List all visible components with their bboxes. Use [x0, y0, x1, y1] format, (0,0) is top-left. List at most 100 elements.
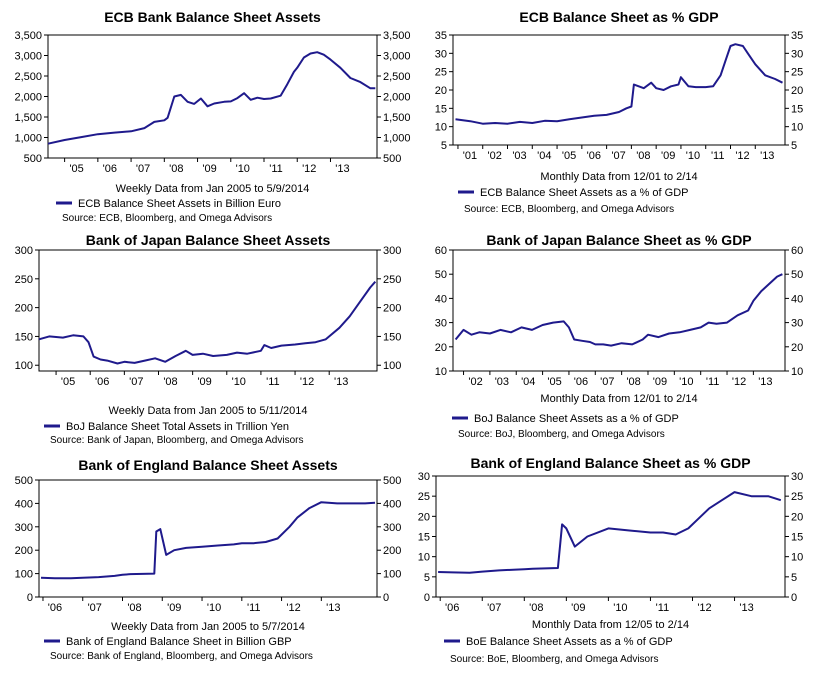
x-tick-label: '02	[468, 376, 482, 388]
x-tick-label: '10	[207, 602, 221, 614]
y-tick-label-right: 300	[383, 245, 401, 257]
x-tick-label: '10	[613, 602, 627, 614]
y-tick-label-right: 60	[791, 245, 803, 257]
y-tick-label: 10	[435, 366, 447, 378]
y-tick-label: 100	[15, 360, 33, 372]
y-tick-label: 40	[435, 293, 447, 305]
chart-title: Bank of England Balance Sheet Assets	[78, 457, 338, 473]
x-tick-label: '07	[88, 602, 102, 614]
legend-label: BoJ Balance Sheet Assets as a % of GDP	[474, 413, 679, 425]
x-tick-label: '10	[686, 150, 700, 162]
legend-label: BoE Balance Sheet Assets as a % of GDP	[466, 636, 673, 648]
y-tick-label-right: 30	[791, 318, 803, 330]
y-tick-label: 20	[418, 511, 430, 523]
y-tick-label-right: 20	[791, 342, 803, 354]
y-tick-label: 10	[418, 552, 430, 564]
x-tick-label: '09	[197, 376, 211, 388]
x-tick-label: '07	[611, 150, 625, 162]
x-axis-caption: Monthly Data from 12/01 to 2/14	[540, 171, 697, 183]
x-tick-label: '12	[697, 602, 711, 614]
y-tick-label: 30	[435, 318, 447, 330]
series-line	[38, 281, 377, 365]
series-line	[47, 51, 376, 145]
y-tick-label-right: 15	[791, 103, 803, 115]
y-tick-label: 150	[15, 331, 33, 343]
x-tick-label: '13	[326, 602, 340, 614]
chart-title: Bank of Japan Balance Sheet as % GDP	[486, 232, 751, 248]
y-tick-label-right: 1,000	[383, 133, 411, 145]
y-tick-label-right: 100	[383, 569, 401, 581]
y-tick-label: 30	[435, 48, 447, 60]
y-tick-label: 30	[418, 471, 430, 483]
y-tick-label: 200	[15, 545, 33, 557]
x-tick-label: '02	[488, 150, 502, 162]
chart-title: Bank of England Balance Sheet as % GDP	[470, 455, 750, 471]
y-tick-label: 20	[435, 85, 447, 97]
x-tick-label: '11	[269, 163, 283, 175]
legend-label: BoJ Balance Sheet Total Assets in Trilli…	[66, 421, 289, 433]
x-tick-label: '11	[706, 376, 720, 388]
legend-label: ECB Balance Sheet Assets in Billion Euro	[78, 198, 281, 210]
y-tick-label: 15	[435, 103, 447, 115]
x-tick-label: '10	[679, 376, 693, 388]
source-note: Source: BoE, Bloomberg, and Omega Adviso…	[450, 654, 658, 665]
y-tick-label-right: 20	[791, 85, 803, 97]
x-tick-label: '09	[661, 150, 675, 162]
y-tick-label: 15	[418, 532, 430, 544]
chart-panel-5: Bank of England Balance Sheet Assets 500 5…	[15, 457, 402, 662]
plot-frame	[47, 34, 378, 159]
y-tick-label-right: 2,000	[383, 92, 411, 104]
chart-panel-4: Bank of Japan Balance Sheet as % GDP 60 60…	[435, 232, 804, 440]
y-tick-label-right: 300	[383, 522, 401, 534]
x-tick-label: '06	[103, 163, 117, 175]
series-line	[40, 501, 376, 580]
plot-frame	[38, 479, 378, 598]
x-tick-label: '05	[547, 376, 561, 388]
y-tick-label: 35	[435, 30, 447, 42]
x-tick-label: '12	[732, 376, 746, 388]
chart-panel-2: ECB Balance Sheet as % GDP 35 35 30 30 25 25 20…	[435, 9, 804, 215]
series-line	[438, 491, 782, 574]
y-tick-label-right: 500	[383, 153, 401, 165]
y-tick-label: 5	[441, 140, 447, 152]
x-tick-label: '13	[758, 376, 772, 388]
y-tick-label: 3,500	[14, 30, 42, 42]
x-tick-label: '06	[587, 150, 601, 162]
x-tick-label: '07	[129, 376, 143, 388]
y-tick-label-right: 25	[791, 67, 803, 79]
x-axis-caption: Weekly Data from Jan 2005 to 5/7/2014	[111, 621, 305, 633]
y-tick-label: 300	[15, 245, 33, 257]
y-tick-label-right: 10	[791, 552, 803, 564]
x-tick-label: '13	[335, 163, 349, 175]
y-tick-label-right: 2,500	[383, 71, 411, 83]
plot-frame	[452, 34, 786, 146]
source-note: Source: Bank of Japan, Bloomberg, and Om…	[50, 435, 303, 446]
source-note: Source: ECB, Bloomberg, and Omega Adviso…	[62, 213, 272, 224]
y-tick-label: 25	[418, 491, 430, 503]
y-tick-label-right: 50	[791, 269, 803, 281]
x-tick-label: '11	[711, 150, 725, 162]
y-tick-label-right: 5	[791, 140, 797, 152]
y-tick-label: 100	[15, 569, 33, 581]
legend-label: Bank of England Balance Sheet in Billion…	[66, 636, 292, 648]
y-tick-label-right: 3,500	[383, 30, 411, 42]
x-tick-label: '06	[95, 376, 109, 388]
y-tick-label: 50	[435, 269, 447, 281]
y-tick-label-right: 0	[791, 592, 797, 604]
y-tick-label: 2,000	[14, 92, 42, 104]
y-tick-label-right: 500	[383, 475, 401, 487]
chart-title: ECB Bank Balance Sheet Assets	[104, 9, 321, 25]
x-tick-label: '04	[537, 150, 551, 162]
x-tick-label: '12	[735, 150, 749, 162]
x-tick-label: '09	[167, 602, 181, 614]
x-tick-label: '11	[656, 602, 670, 614]
y-tick-label-right: 3,000	[383, 51, 411, 63]
x-tick-label: '03	[512, 150, 526, 162]
x-tick-label: '05	[61, 376, 75, 388]
x-tick-label: '07	[600, 376, 614, 388]
y-tick-label-right: 40	[791, 293, 803, 305]
y-tick-label-right: 30	[791, 48, 803, 60]
y-tick-label-right: 10	[791, 366, 803, 378]
